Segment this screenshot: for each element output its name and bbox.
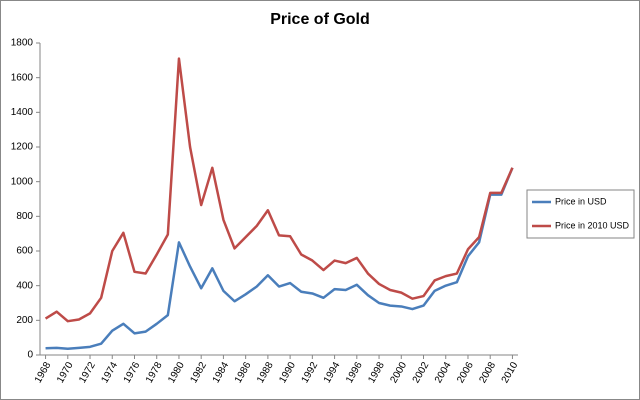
series-line: [45, 167, 514, 351]
legend-box: [526, 189, 635, 239]
y-tick-label: 1600: [11, 72, 34, 83]
y-tick-label: 1000: [11, 176, 34, 187]
y-tick-label: 400: [16, 280, 33, 291]
y-tick-label: 600: [16, 246, 33, 257]
y-tick-label: 1200: [11, 142, 34, 153]
y-tick-label: 200: [16, 315, 33, 326]
chart-title: Price of Gold: [270, 11, 370, 28]
y-tick-label: 1400: [11, 107, 34, 118]
legend-label: Price in 2010 USD: [555, 220, 630, 230]
legend-label: Price in USD: [555, 196, 607, 206]
y-tick-label: 800: [16, 211, 33, 222]
y-tick-label: 0: [27, 350, 33, 361]
y-tick-label: 1800: [11, 38, 34, 49]
series-line: [44, 57, 514, 323]
